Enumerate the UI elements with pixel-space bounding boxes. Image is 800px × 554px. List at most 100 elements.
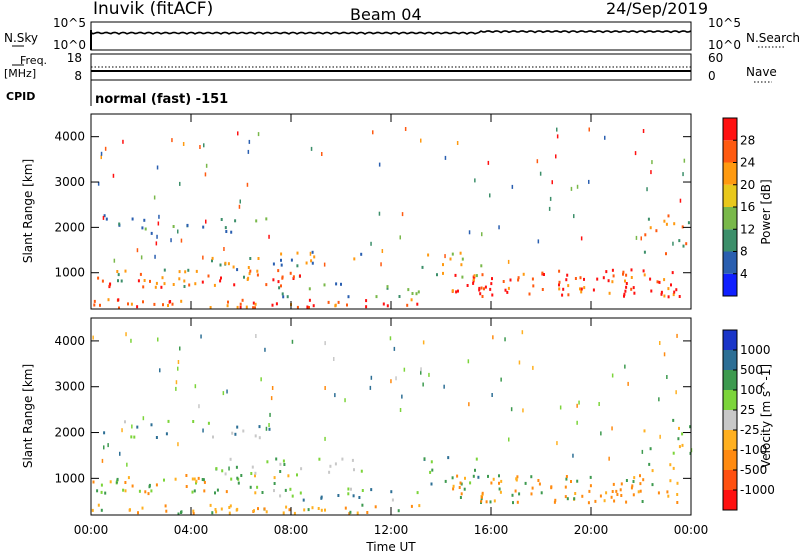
echo-cell <box>397 509 400 513</box>
echo-cell <box>118 222 121 226</box>
ytick-label: 3000 <box>54 175 85 189</box>
echo-cell <box>459 496 462 499</box>
echo-cell <box>120 279 123 283</box>
echo-cell <box>452 487 455 491</box>
echo-cell <box>263 507 266 511</box>
echo-cell <box>321 152 323 156</box>
echo-cell <box>404 127 407 131</box>
echo-cell <box>676 333 678 338</box>
echo-cell <box>142 300 144 304</box>
echo-cell <box>323 283 326 287</box>
echo-cell <box>407 288 410 292</box>
echo-cell <box>386 285 389 289</box>
ytick-label: 4000 <box>54 334 85 348</box>
echo-cell <box>289 271 292 275</box>
echo-cell <box>124 489 127 493</box>
echo-cell <box>112 173 115 178</box>
echo-cell <box>663 278 666 282</box>
echo-cell <box>238 204 241 209</box>
echo-cell <box>224 226 227 230</box>
echo-cell <box>676 501 679 504</box>
echo-cell <box>249 485 252 489</box>
echo-cell <box>102 215 105 220</box>
echo-cell <box>550 485 553 489</box>
xtick-label: 12:00 <box>374 523 409 537</box>
echo-cell <box>370 241 372 246</box>
echo-cell <box>150 423 153 427</box>
echo-cell <box>611 426 613 431</box>
echo-cell <box>252 301 255 305</box>
colorbar-swatch <box>723 140 737 163</box>
echo-cell <box>141 226 144 230</box>
echo-cell <box>220 507 223 511</box>
echo-cell <box>248 139 251 144</box>
echo-cell <box>350 487 352 491</box>
echo-cell <box>194 384 197 389</box>
echo-cell <box>500 479 503 483</box>
ytick-label: 1000 <box>54 471 85 485</box>
echo-cell <box>148 483 151 487</box>
echo-cell <box>517 276 520 280</box>
echo-cell <box>213 283 216 287</box>
echo-cell <box>311 250 314 254</box>
echo-cell <box>187 268 190 272</box>
echo-cell <box>127 302 129 306</box>
colorbar-swatch <box>723 251 737 274</box>
echo-cell <box>282 511 285 515</box>
echo-cell <box>633 476 636 480</box>
echo-cell <box>116 270 119 273</box>
echo-cell <box>472 474 475 478</box>
echo-cell <box>370 488 373 492</box>
echo-cell <box>481 295 484 298</box>
echo-cell <box>225 230 228 233</box>
xlabel: Time UT <box>365 540 416 554</box>
echo-cell <box>570 480 572 483</box>
echo-cell <box>228 511 231 515</box>
echo-cell <box>268 427 271 431</box>
echo-cell <box>480 499 483 503</box>
echo-cell <box>558 269 561 273</box>
echo-cell <box>485 500 488 504</box>
echo-cell <box>186 223 189 227</box>
noise-line <box>90 30 692 35</box>
echo-cell <box>93 299 96 303</box>
echo-cell <box>451 476 454 480</box>
echo-cell <box>174 477 177 481</box>
echo-cell <box>406 303 409 307</box>
echo-cell <box>643 250 646 254</box>
echo-cell <box>429 470 432 474</box>
colorbar-tick-label: 500 <box>740 363 763 377</box>
echo-cell <box>329 464 332 468</box>
echo-cell <box>361 503 364 507</box>
cpid-mode: normal (fast) -151 <box>95 92 228 107</box>
echo-cell <box>610 495 613 499</box>
echo-cell <box>455 290 458 294</box>
echo-cell <box>632 493 635 497</box>
echo-cell <box>410 298 413 302</box>
echo-cell <box>351 458 354 462</box>
echo-cell <box>399 408 402 412</box>
velocity-ylabel: Slant Range [km] <box>21 364 35 468</box>
echo-cell <box>642 269 645 273</box>
echo-cell <box>481 273 484 277</box>
echo-cell <box>583 286 586 290</box>
nave-tick-top: 60 <box>708 51 723 65</box>
echo-cell <box>194 282 197 286</box>
echo-cell <box>423 457 426 461</box>
echo-cell <box>180 299 183 303</box>
echo-cell <box>257 132 260 137</box>
echo-cell <box>521 330 524 335</box>
echo-cell <box>303 508 306 512</box>
echo-cell <box>374 505 377 509</box>
echo-cell <box>180 510 183 514</box>
echo-cell <box>655 229 658 233</box>
colorbar-tick-label: 100 <box>740 383 763 397</box>
echo-cell <box>291 494 294 498</box>
echo-cell <box>292 277 295 280</box>
echo-cell <box>257 507 259 511</box>
echo-cell <box>155 241 158 246</box>
echo-cell <box>681 225 684 229</box>
power-heatmap <box>93 127 690 310</box>
echo-cell <box>239 302 242 306</box>
